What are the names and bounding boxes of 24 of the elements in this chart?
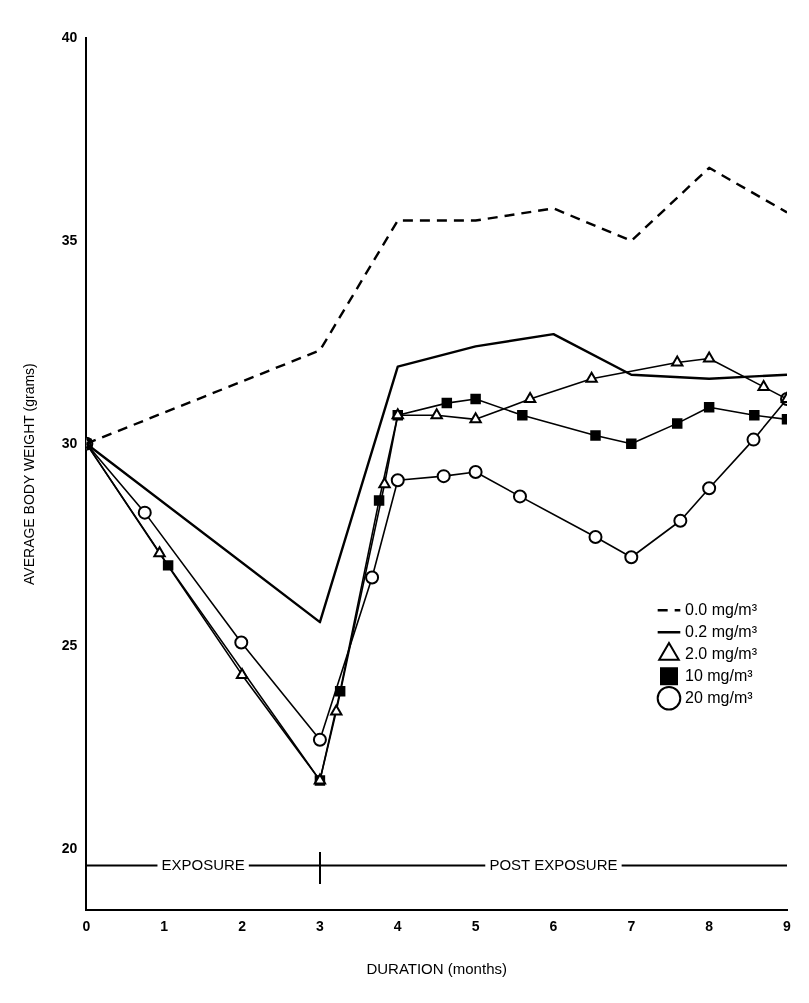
legend-label: 0.0 mg/m³	[684, 600, 758, 618]
x-tick-label: 1	[160, 918, 169, 935]
legend-label: 20 mg/m³	[684, 688, 754, 706]
annotation: POST EXPOSURE	[489, 855, 618, 873]
annotation: EXPOSURE	[161, 855, 245, 873]
x-tick-label: 5	[471, 918, 480, 935]
legend-label: 10 mg/m³	[684, 666, 754, 684]
y-axis-title: AVERAGE BODY WEIGHT (grams)	[21, 363, 38, 585]
x-axis-title: DURATION (months)	[366, 960, 507, 978]
x-tick-label: 0	[82, 918, 91, 935]
y-tick-label: 35	[61, 231, 78, 248]
x-tick-label: 3	[316, 918, 325, 935]
x-tick-label: 6	[549, 918, 558, 935]
legend-label: 0.2 mg/m³	[684, 622, 758, 640]
y-tick-label: 20	[61, 840, 78, 857]
x-tick-label: 9	[783, 918, 792, 935]
x-tick-label: 7	[627, 918, 636, 935]
y-tick-label: 30	[61, 434, 78, 451]
x-tick-label: 8	[705, 918, 714, 935]
x-tick-label: 4	[393, 918, 402, 935]
x-tick-label: 2	[238, 918, 247, 935]
legend-label: 2.0 mg/m³	[684, 644, 758, 662]
y-tick-label: 25	[61, 637, 78, 654]
y-tick-label: 40	[61, 28, 78, 45]
